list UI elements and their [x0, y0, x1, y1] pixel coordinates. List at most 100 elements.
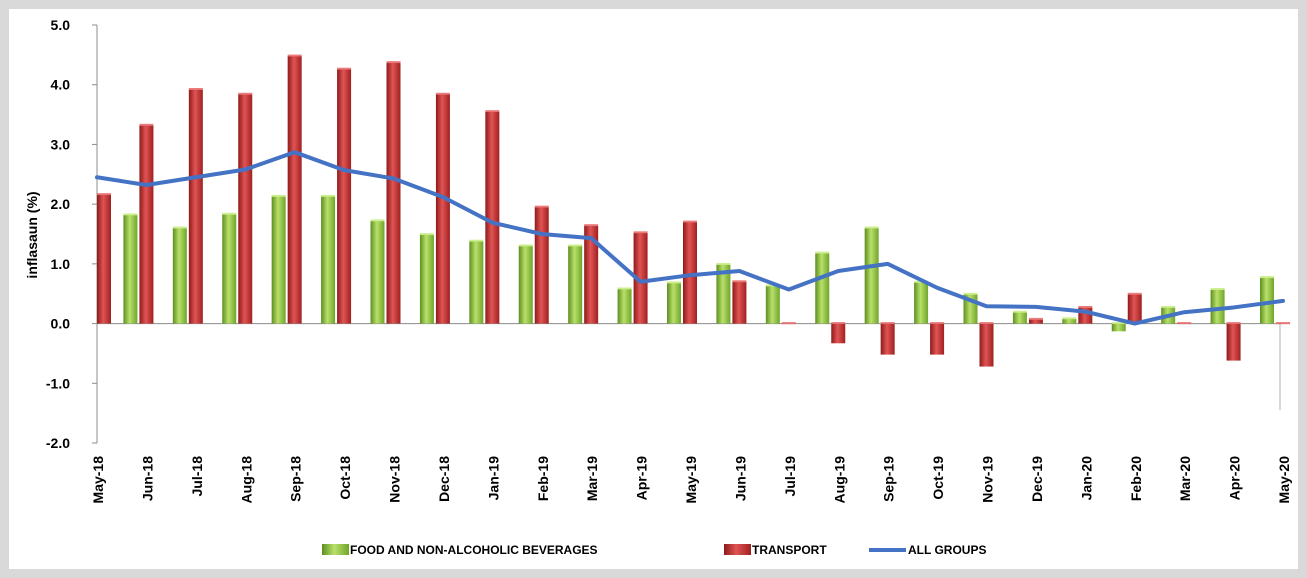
transport-bar-cap	[732, 280, 747, 283]
x-tick-label: Sep-18	[288, 456, 304, 502]
transport-bar	[732, 281, 747, 324]
x-tick-label: Oct-19	[930, 456, 946, 500]
food-bar-cap	[370, 219, 385, 222]
food-bar-cap	[716, 262, 731, 265]
x-tick-label: Mar-19	[584, 456, 600, 501]
transport-bar	[633, 232, 648, 324]
transport-bar	[880, 323, 895, 355]
transport-bar-cap	[831, 322, 846, 325]
food-bar	[321, 196, 336, 324]
transport-bar	[435, 94, 450, 324]
food-bar	[123, 214, 138, 324]
y-tick-label: 3.0	[51, 136, 71, 152]
transport-bar-cap	[781, 322, 796, 325]
y-tick-label: -1.0	[46, 375, 70, 391]
x-tick-label: May-18	[90, 456, 106, 504]
x-tick-label: Aug-18	[238, 456, 254, 504]
transport-bar	[979, 323, 994, 367]
transport-bar	[831, 323, 846, 344]
food-bar-cap	[617, 287, 632, 290]
food-bar	[469, 241, 484, 324]
food-bar-cap	[667, 281, 681, 284]
x-tick-label: Feb-19	[535, 456, 551, 501]
y-tick-label: 5.0	[51, 17, 71, 33]
transport-bar	[386, 62, 401, 324]
x-tick-label: Jan-20	[1078, 456, 1094, 501]
x-tick-label: Apr-19	[634, 456, 650, 501]
food-bar	[815, 253, 830, 324]
legend-swatch-food	[322, 544, 349, 555]
food-bar	[1260, 277, 1274, 324]
transport-bar	[683, 222, 697, 324]
transport-bar	[337, 69, 352, 324]
x-tick-label: May-20	[1276, 456, 1292, 504]
food-bar-cap	[864, 226, 879, 229]
transport-bar-cap	[584, 224, 599, 227]
transport-bar-cap	[97, 193, 111, 196]
x-tick-label: Jul-19	[782, 456, 798, 497]
y-tick-label: 2.0	[51, 196, 71, 212]
food-bar-cap	[123, 213, 138, 216]
x-tick-label: Oct-18	[337, 456, 353, 500]
food-bar	[617, 288, 632, 324]
legend: FOOD AND NON-ALCOHOLIC BEVERAGES TRANSPOR…	[322, 543, 986, 557]
legend-label-transport: TRANSPORT	[752, 543, 827, 557]
food-bar-cap	[963, 292, 978, 295]
legend-label-food: FOOD AND NON-ALCOHOLIC BEVERAGES	[350, 543, 598, 557]
x-tick-label: Feb-20	[1128, 456, 1144, 501]
transport-bar-cap	[386, 61, 401, 64]
transport-bar-cap	[534, 205, 549, 208]
x-tick-label: Jun-18	[139, 456, 155, 501]
transport-bar	[1028, 319, 1043, 324]
food-bar-cap	[321, 194, 336, 197]
food-bar	[765, 285, 780, 324]
x-tick-label: Jul-18	[189, 456, 205, 497]
food-bar-cap	[469, 239, 484, 242]
transport-bar-cap	[188, 87, 203, 90]
transport-bar	[1127, 294, 1142, 324]
transport-bar-cap	[238, 92, 253, 95]
transport-bar	[1226, 323, 1241, 361]
transport-bar-cap	[1177, 322, 1192, 325]
food-bar-cap	[1260, 276, 1274, 279]
transport-bar	[930, 323, 945, 355]
food-bar-cap	[568, 244, 583, 247]
transport-bar	[238, 94, 253, 324]
food-bar	[716, 264, 731, 324]
transport-bar-cap	[337, 67, 352, 70]
transport-bar-cap	[1127, 292, 1142, 295]
transport-bar	[287, 56, 302, 324]
food-bar	[1210, 289, 1225, 324]
transport-bar	[485, 111, 500, 324]
x-tick-label: Mar-20	[1177, 456, 1193, 501]
transport-bar-cap	[633, 231, 648, 234]
x-tick-label: Jun-19	[732, 456, 748, 501]
y-axis-label: inflasaun (%)	[24, 191, 40, 278]
x-tick-label: Nov-18	[387, 456, 403, 503]
transport-bar-cap	[485, 110, 500, 113]
food-bar-cap	[1111, 322, 1126, 325]
legend-swatch-transport	[724, 544, 751, 555]
x-tick-label: Nov-19	[980, 456, 996, 503]
transport-bar-cap	[880, 322, 895, 325]
food-bar-cap	[1062, 317, 1077, 320]
food-bar	[271, 196, 286, 324]
transport-bar-cap	[979, 322, 994, 325]
y-tick-label: 0.0	[51, 316, 71, 332]
legend-label-all-groups: ALL GROUPS	[908, 543, 986, 557]
y-tick-label: -2.0	[46, 435, 70, 451]
x-tick-label: Jan-19	[485, 456, 501, 501]
transport-bar-cap	[1078, 305, 1093, 308]
food-bar	[1012, 312, 1027, 324]
transport-bar-cap	[930, 322, 945, 325]
transport-bar-cap	[1226, 322, 1241, 325]
food-bar-cap	[1161, 305, 1176, 308]
x-tick-label: Sep-19	[881, 456, 897, 502]
transport-bar-cap	[1276, 322, 1290, 325]
x-tick-label: Dec-19	[1029, 456, 1045, 502]
x-tick-label: Aug-19	[831, 456, 847, 504]
food-bar	[172, 228, 187, 324]
transport-bar-cap	[683, 220, 697, 223]
